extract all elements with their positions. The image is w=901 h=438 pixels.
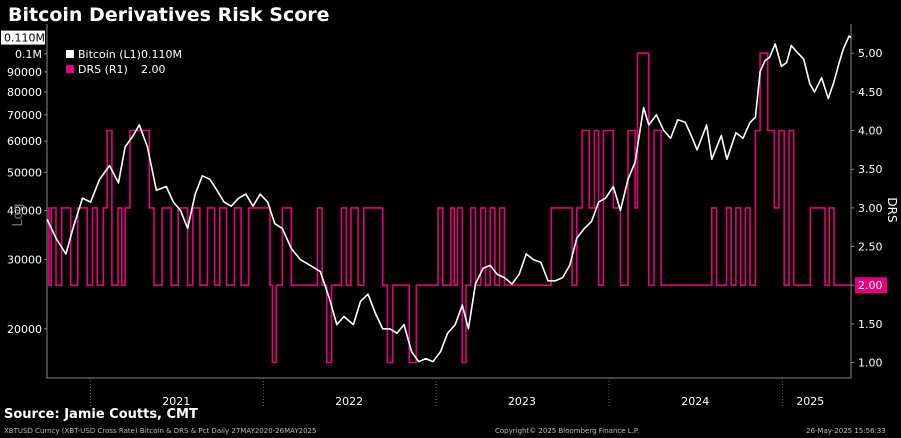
- right-tick-label: 3.00: [858, 202, 883, 215]
- right-tick-label: 1.00: [858, 357, 883, 370]
- left-tick-label: 30000: [7, 254, 42, 267]
- year-label: 2024: [681, 395, 709, 408]
- bitcoin-series: [46, 35, 852, 363]
- left-tick-label: 80000: [7, 86, 42, 99]
- plot-frame: [46, 24, 852, 379]
- legend: Bitcoin (L1) 0.110M DRS (R1) 2.00: [66, 48, 182, 76]
- left-tick-label: 60000: [7, 135, 42, 148]
- right-axis: 1.001.502.002.503.003.504.004.505.002.00…: [851, 47, 899, 370]
- legend-value: 0.110M: [141, 48, 182, 61]
- left-tick-label: 40000: [7, 204, 42, 217]
- bitcoin-last-value-box: [1, 30, 45, 45]
- left-tick-label: 20000: [7, 323, 42, 336]
- year-label: 2025: [796, 395, 824, 408]
- footer-center: Copyright© 2025 Bloomberg Finance L.P.: [495, 427, 640, 435]
- left-axis: 20000 30000 40000 50000 60000 70000 80000 90000…: [1, 30, 47, 336]
- drs-last-value-box: [855, 277, 887, 294]
- footer-left: XBTUSD Curncy (XBT-USD Cross Rate) Bitco…: [4, 427, 317, 435]
- legend-name: Bitcoin (L1): [78, 48, 141, 61]
- right-tick-label: 2.50: [858, 241, 883, 254]
- bitcoin-line: [46, 35, 852, 363]
- source-note: Source: Jamie Coutts, CMT: [4, 407, 198, 422]
- year-label: 2022: [335, 395, 363, 408]
- left-tick-label: 50000: [7, 166, 42, 179]
- year-label: 2023: [508, 395, 536, 408]
- legend-swatch: [66, 50, 74, 58]
- left-tick-label: 0.1M: [15, 48, 42, 61]
- right-tick-label: 4.50: [858, 86, 883, 99]
- right-tick-label: 1.50: [858, 318, 883, 331]
- left-tick-label: 90000: [7, 66, 42, 79]
- year-label: 2021: [162, 395, 190, 408]
- right-tick-label: 5.00: [858, 47, 883, 60]
- right-tick-label: 4.00: [858, 125, 883, 138]
- footer-right: 26-May-2025 15:56:33: [806, 427, 886, 435]
- left-tick-label: 70000: [7, 109, 42, 122]
- right-tick-label: 3.50: [858, 163, 883, 176]
- drs-series: [47, 52, 851, 364]
- drs-last-value-label: 2.00: [858, 279, 883, 292]
- bitcoin-last-value-label: 0.110M: [4, 32, 45, 45]
- legend-name: DRS (R1): [78, 63, 128, 76]
- drs-line: [47, 52, 851, 364]
- legend-swatch: [66, 65, 74, 73]
- left-axis-title: Log: [11, 203, 26, 226]
- chart-title: Bitcoin Derivatives Risk Score: [8, 4, 330, 26]
- right-axis-title: DRS: [885, 197, 899, 222]
- x-axis: 2021 2022 2023 2024 2025: [90, 378, 824, 408]
- legend-value: 2.00: [141, 63, 166, 76]
